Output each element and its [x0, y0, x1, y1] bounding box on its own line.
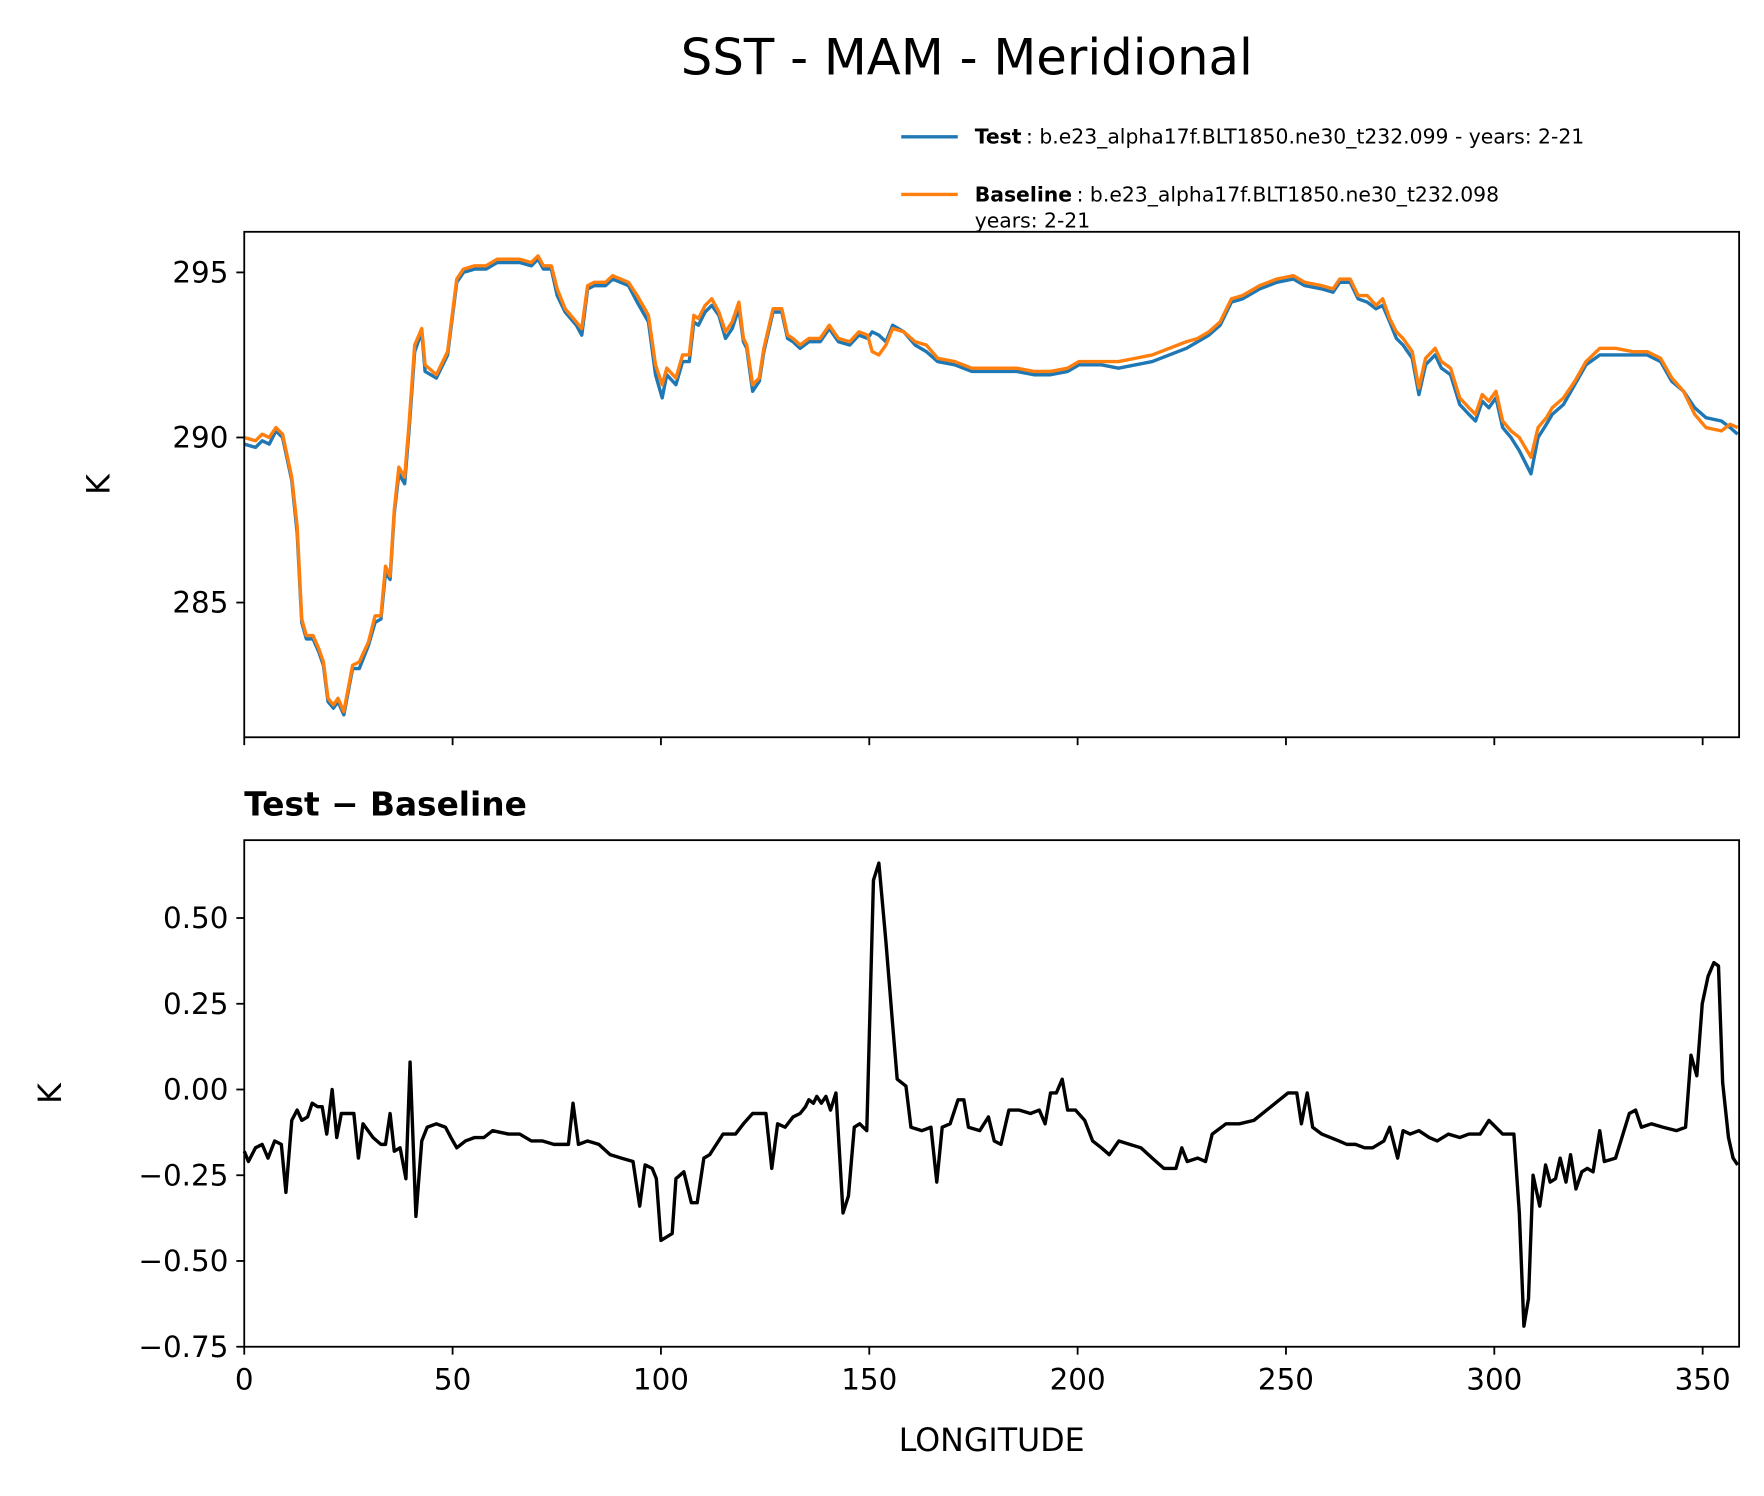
- legend-description: years: 2-21: [975, 208, 1090, 232]
- x-tick-label: 100: [633, 1363, 689, 1397]
- y-tick-label: 295: [172, 256, 228, 290]
- y-axis-label: K: [33, 1082, 69, 1104]
- legend-name: Baseline: [975, 182, 1072, 206]
- x-tick-label: 0: [235, 1363, 254, 1397]
- plot-frame: [243, 839, 1741, 1348]
- x-tick-label: 50: [434, 1363, 471, 1397]
- y-tick-label: 290: [172, 421, 228, 455]
- figure-title: SST - MAM - Meridional: [681, 29, 1253, 87]
- y-tick-label: 0.25: [163, 987, 228, 1021]
- legend-description: : b.e23_alpha17f.BLT1850.ne30_t232.098: [1077, 182, 1499, 207]
- x-tick-label: 150: [841, 1363, 897, 1397]
- plot-frame: [243, 230, 1741, 739]
- legend-label: years: 2-21: [975, 208, 1090, 232]
- x-axis-label: LONGITUDE: [899, 1423, 1085, 1459]
- y-tick-label: 285: [172, 586, 228, 620]
- x-tick-label: 250: [1258, 1363, 1314, 1397]
- legend-label: Test: b.e23_alpha17f.BLT1850.ne30_t232.0…: [975, 125, 1585, 150]
- x-tick-label: 300: [1466, 1363, 1522, 1397]
- x-tick-label: 200: [1050, 1363, 1106, 1397]
- y-tick-label: −0.75: [138, 1330, 228, 1364]
- legend-label: Baseline: b.e23_alpha17f.BLT1850.ne30_t2…: [975, 182, 1499, 207]
- legend-name: Test: [975, 125, 1022, 149]
- y-tick-label: 0.00: [163, 1073, 228, 1107]
- y-tick-label: −0.50: [138, 1244, 228, 1278]
- y-tick-label: 0.50: [163, 901, 228, 935]
- data-line: [242, 861, 1740, 1328]
- data-line: [243, 254, 1739, 714]
- y-axis-label: K: [82, 473, 118, 495]
- subplot-title: Test − Baseline: [244, 785, 527, 823]
- legend-description: : b.e23_alpha17f.BLT1850.ne30_t232.099 -…: [1026, 125, 1584, 150]
- x-tick-label: 350: [1675, 1363, 1731, 1397]
- y-tick-label: −0.25: [138, 1158, 228, 1192]
